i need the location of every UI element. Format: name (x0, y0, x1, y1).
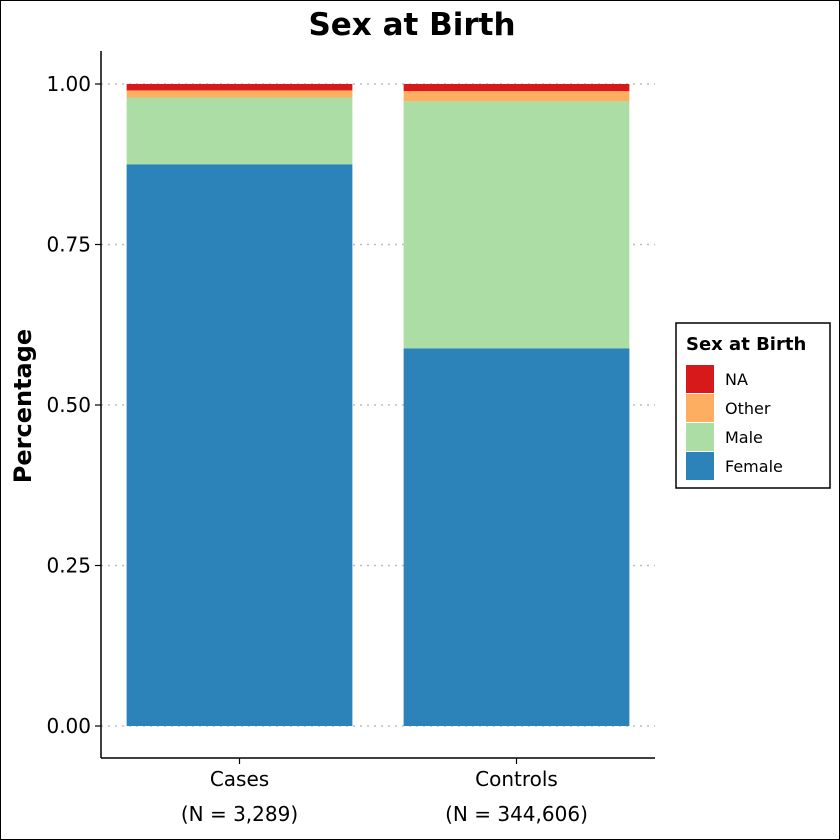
legend-key-female (686, 452, 714, 480)
legend-label-male: Male (725, 428, 763, 447)
y-tick-label: 0.00 (46, 714, 91, 738)
x-tick-sublabel: (N = 344,606) (445, 802, 588, 826)
y-tick-label: 1.00 (46, 72, 91, 96)
bar-segment-na-controls (403, 84, 630, 92)
bar-segment-female-cases (126, 164, 353, 726)
legend-label-na: NA (725, 370, 748, 389)
x-tick-label: Cases (210, 767, 269, 791)
legend-key-other (686, 394, 714, 422)
axes: 0.00 0.25 0.50 0.75 1.00 Cases (N = 3,289) Cont… (46, 51, 655, 826)
legend-label-female: Female (725, 457, 783, 476)
legend-key-male (686, 423, 714, 451)
bar-segment-other-controls (403, 91, 630, 102)
bar-segment-male-cases (126, 97, 353, 165)
legend-key-na (686, 365, 714, 393)
legend-title: Sex at Birth (686, 334, 806, 355)
bar-segment-female-controls (403, 348, 630, 726)
bar-segment-other-cases (126, 90, 353, 98)
legend: Sex at Birth NA Other Male Female (675, 322, 831, 489)
y-tick-label: 0.50 (46, 393, 91, 417)
x-tick-label: Controls (475, 767, 558, 791)
y-tick-label: 0.75 (46, 233, 91, 257)
bar-segment-male-controls (403, 101, 630, 349)
chart-title: Sex at Birth (308, 7, 515, 43)
y-axis-label: Percentage (9, 329, 37, 483)
bar-segment-na-cases (126, 84, 353, 91)
legend-label-other: Other (725, 399, 771, 418)
y-tick-label: 0.25 (46, 554, 91, 578)
x-tick-sublabel: (N = 3,289) (181, 802, 298, 826)
bar-stacks (126, 84, 630, 726)
